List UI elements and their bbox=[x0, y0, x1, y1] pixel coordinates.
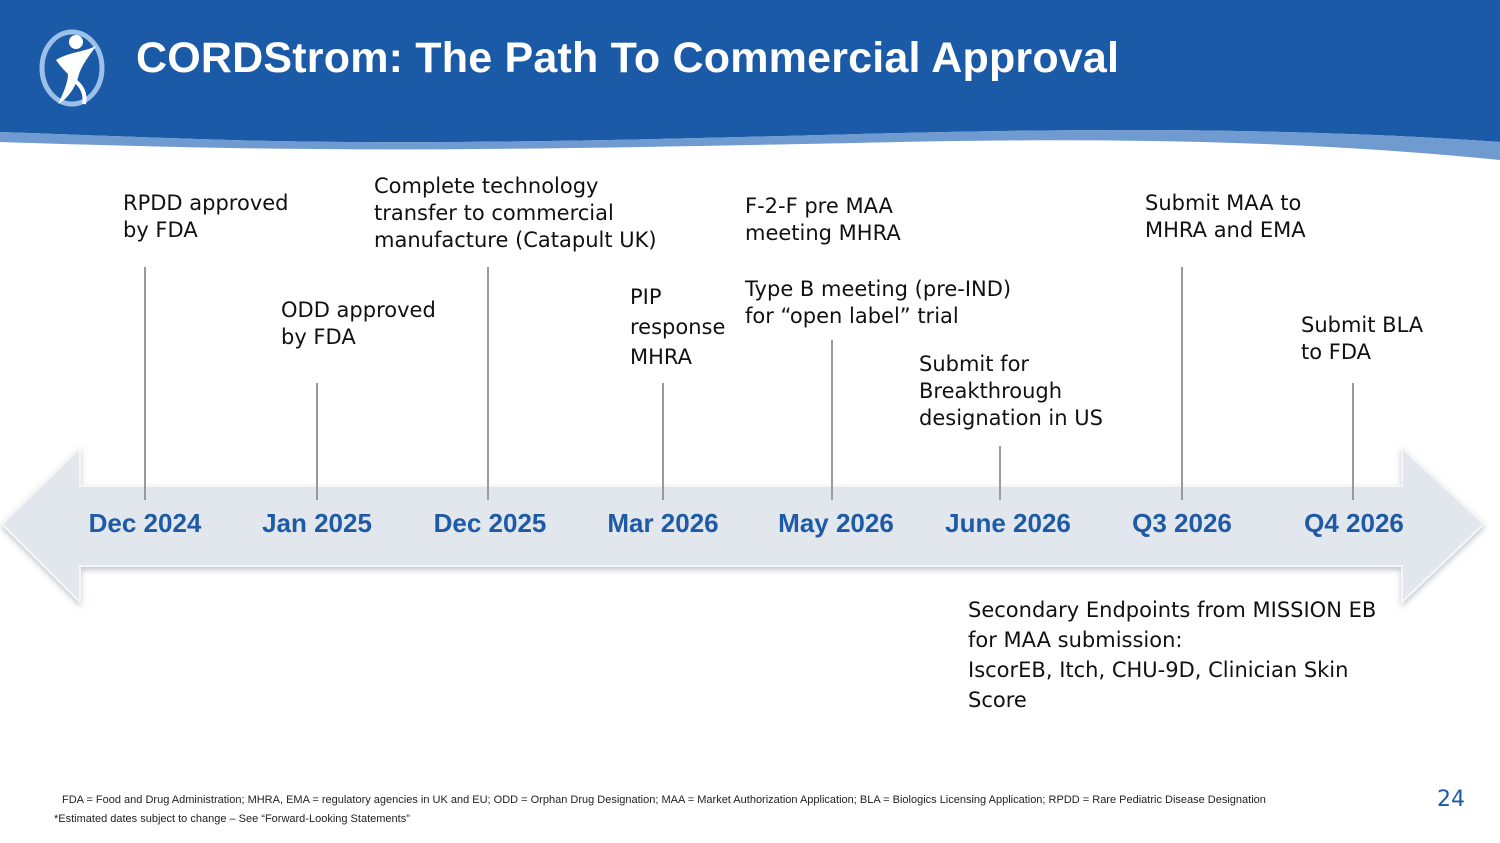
date-label-jan-2025: Jan 2025 bbox=[262, 508, 372, 538]
date-label-mar-2026: Mar 2026 bbox=[607, 508, 719, 538]
event-f2f-meeting: F-2-F pre MAA meeting MHRA bbox=[745, 194, 901, 245]
connector-line-q4-2026 bbox=[1352, 383, 1354, 500]
date-label-may-2026: May 2026 bbox=[778, 508, 894, 538]
connector-line-q3-2026 bbox=[1181, 267, 1183, 500]
event-pip-response: PIP response MHRA bbox=[630, 285, 726, 369]
timeline-arrow bbox=[0, 445, 1486, 605]
page-title: CORDStrom: The Path To Commercial Approv… bbox=[136, 34, 1120, 82]
connector-line-june-2026 bbox=[999, 446, 1001, 500]
footnote-disclaimer: *Estimated dates subject to change – See… bbox=[54, 813, 410, 825]
date-label-dec-2025: Dec 2025 bbox=[433, 508, 547, 538]
event-breakthrough-designation: Submit for Breakthrough designation in U… bbox=[919, 352, 1103, 430]
company-logo bbox=[39, 29, 105, 107]
event-submit-bla: Submit BLA to FDA bbox=[1301, 313, 1424, 364]
footnote-abbreviations: FDA = Food and Drug Administration; MHRA… bbox=[62, 794, 1266, 806]
event-secondary-endpoints: Secondary Endpoints from MISSION EB for … bbox=[968, 598, 1377, 712]
connector-line-dec-2024 bbox=[144, 267, 146, 500]
connector-line-mar-2026 bbox=[662, 383, 664, 500]
event-technology-transfer: Complete technology transfer to commerci… bbox=[374, 174, 657, 252]
header-banner bbox=[0, 0, 1500, 160]
event-odd-approved: ODD approved by FDA bbox=[281, 298, 436, 349]
date-label-q3-2026: Q3 2026 bbox=[1132, 508, 1232, 538]
page-number: 24 bbox=[1437, 787, 1465, 812]
date-label-june-2026: June 2026 bbox=[945, 508, 1071, 538]
event-rpdd-approved: RPDD approved by FDA bbox=[123, 191, 289, 242]
event-submit-maa: Submit MAA to MHRA and EMA bbox=[1145, 191, 1306, 242]
connector-line-dec-2025 bbox=[487, 267, 489, 500]
connector-line-jan-2025 bbox=[316, 383, 318, 500]
event-type-b-meeting: Type B meeting (pre-IND) for “open label… bbox=[745, 277, 1012, 328]
date-label-dec-2024: Dec 2024 bbox=[88, 508, 202, 538]
connector-line-may-2026 bbox=[831, 340, 833, 500]
date-label-q4-2026: Q4 2026 bbox=[1304, 508, 1404, 538]
